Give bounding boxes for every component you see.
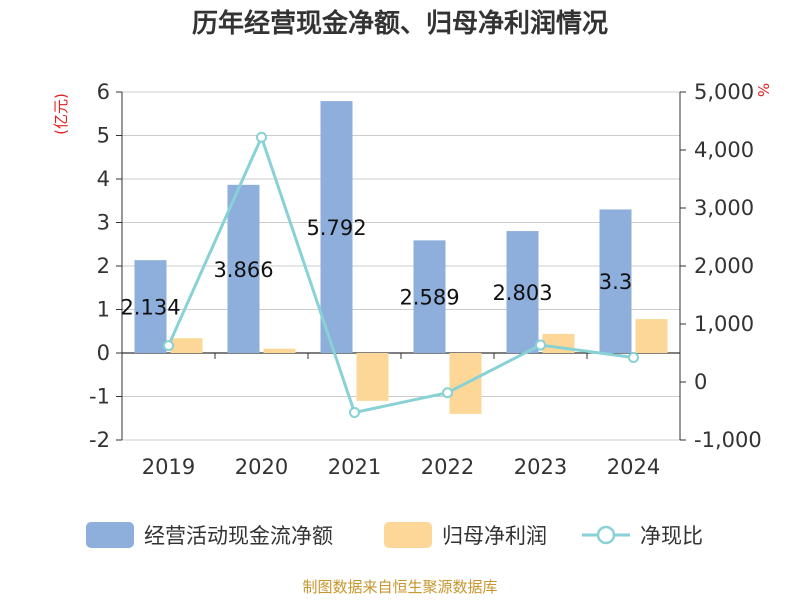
right-tick-label: 4,000: [694, 138, 754, 162]
ratio-point: [442, 387, 453, 399]
x-tick-label: 2021: [328, 455, 381, 479]
source-note: 制图数据来自恒生聚源数据库: [302, 578, 497, 596]
cashflow-data-label: 2.803: [492, 281, 552, 305]
left-tick-label: 3: [97, 211, 110, 235]
right-tick-label: 0: [694, 370, 707, 394]
cashflow-bar: [413, 240, 446, 353]
cashflow-data-label: 3.866: [213, 258, 273, 282]
right-axis-unit: %: [754, 83, 772, 97]
grid-lines: [122, 91, 680, 441]
cashflow-data-label: 2.589: [399, 286, 459, 310]
legend-marker-icon: [596, 525, 616, 545]
left-tick-label: 0: [97, 341, 110, 365]
left-tick-label: 4: [97, 167, 110, 191]
left-tick-label: 5: [97, 124, 110, 148]
right-tick-label: 2,000: [694, 254, 754, 278]
bars-group: [134, 101, 668, 414]
ratio-point: [349, 407, 360, 419]
right-tick-label: 5,000: [694, 80, 754, 104]
left-tick-label: 1: [97, 298, 110, 322]
data-labels: 2.134 3.866 5.792 2.589 2.803 3.3: [120, 216, 632, 320]
net-profit-bar: [170, 338, 203, 353]
left-tick-label: -1: [89, 385, 110, 409]
left-tick-label: -2: [89, 428, 110, 452]
x-tick-label: 2020: [235, 455, 288, 479]
legend-label: 经营活动现金流净额: [144, 524, 333, 548]
axes: -2 -1 0 1 2 3 4 5 6 -1,000 0 1,000 2,000 3,000 4,000 5,…: [89, 80, 762, 479]
ratio-line-group: [163, 131, 639, 419]
left-tick-label: 2: [97, 254, 110, 278]
cashflow-bar: [599, 209, 632, 353]
cashflow-data-label: 2.134: [120, 296, 180, 320]
cashflow-bar: [320, 101, 353, 353]
x-tick-label: 2024: [607, 455, 660, 479]
left-tick-label: 6: [97, 80, 110, 104]
legend-swatch: [86, 522, 134, 548]
cashflow-data-label: 3.3: [599, 270, 632, 294]
right-tick-label: -1,000: [694, 428, 762, 452]
x-tick-label: 2023: [514, 455, 567, 479]
net-profit-bar: [356, 353, 389, 401]
right-tick-label: 3,000: [694, 196, 754, 220]
x-tick-label: 2019: [142, 455, 195, 479]
left-axis-unit: (亿元): [52, 93, 70, 135]
cashflow-bar: [134, 260, 167, 353]
cashflow-bar: [227, 184, 260, 353]
ratio-point: [256, 131, 267, 143]
legend-label: 净现比: [640, 524, 703, 548]
legend-swatch: [384, 522, 432, 548]
chart-title: 历年经营现金净额、归母净利润情况: [192, 8, 608, 39]
ratio-line: [167, 133, 634, 415]
net-profit-bar: [635, 319, 668, 353]
cashflow-bar: [506, 231, 539, 353]
cashflow-data-label: 5.792: [306, 216, 366, 240]
legend: 经营活动现金流净额 归母净利润 净现比: [86, 522, 703, 548]
ratio-point: [163, 340, 174, 352]
x-tick-label: 2022: [421, 455, 474, 479]
net-profit-bar: [263, 348, 296, 353]
legend-label: 归母净利润: [442, 524, 547, 548]
ratio-point: [628, 351, 639, 363]
right-tick-label: 1,000: [694, 312, 754, 336]
ratio-point: [535, 339, 546, 351]
